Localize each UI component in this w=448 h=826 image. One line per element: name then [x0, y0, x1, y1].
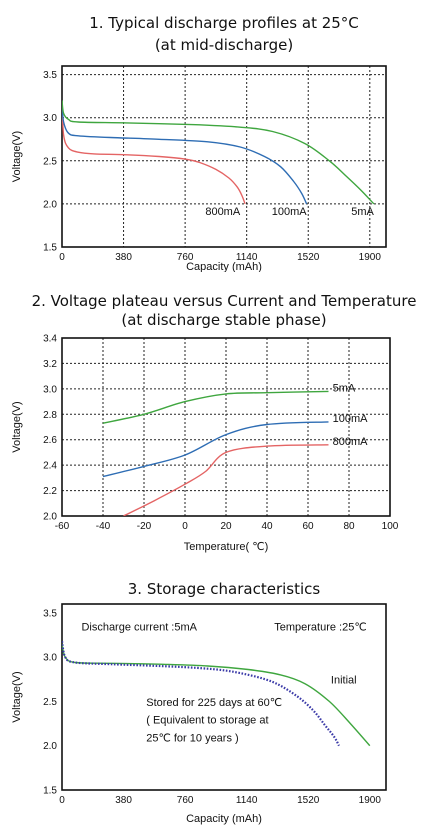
x-axis-label: Capacity (mAh) [186, 813, 262, 825]
x-tick-label: 1520 [297, 795, 320, 806]
y-tick-label: 2.6 [43, 435, 57, 446]
plot-frame [61, 65, 387, 248]
x-tick-label: 760 [177, 795, 194, 806]
x-tick-label: 80 [343, 521, 355, 532]
chart-title-line: (at discharge stable phase) [121, 311, 326, 329]
series-line-100ma [62, 104, 308, 205]
x-tick-label: 100 [382, 521, 399, 532]
chart-panel-storage: 3. Storage characteristics 0 380 760 1140 152… [0, 576, 448, 826]
x-tick-label: -40 [96, 521, 111, 532]
x-tick-label: 380 [115, 795, 132, 806]
chart-title-line: 3. Storage characteristics [128, 580, 321, 598]
annotation-label: Stored for 225 days at 60℃ [146, 697, 282, 709]
annotation-label: 5mA [333, 382, 356, 394]
chart-title-line: (at mid-discharge) [155, 36, 293, 54]
y-tick-label: 3.0 [43, 384, 57, 395]
chart-panel-discharge-profiles: 1. Typical discharge profiles at 25°C (at… [0, 0, 448, 272]
y-tick-label: 3.2 [43, 359, 57, 370]
annotation-label: 5mA [351, 206, 374, 218]
x-axis-label: Capacity (mAh) [186, 261, 262, 272]
annotation-label: ( Equivalent to storage at [146, 715, 268, 727]
series-line-800ma [123, 444, 329, 516]
y-tick-label: 2.8 [43, 410, 57, 421]
x-axis-label: Temperature( ℃) [184, 541, 269, 553]
x-tick-label: 380 [115, 252, 132, 263]
y-tick-label: 1.5 [43, 243, 57, 254]
y-tick-label: 3.4 [43, 334, 57, 345]
annotation-label: 100mA [333, 413, 369, 425]
plot-frame [61, 603, 387, 791]
x-tick-label: -60 [55, 521, 70, 532]
annotation-label: Temperature :25℃ [274, 622, 366, 634]
x-tick-label: 1140 [236, 252, 258, 263]
annotation-label: 25℃ for 10 years ) [146, 732, 238, 744]
y-tick-label: 2.5 [43, 156, 57, 167]
y-tick-label: 1.5 [43, 786, 57, 797]
y-tick-label: 3.0 [43, 653, 57, 664]
storage-characteristics-chart: 3. Storage characteristics 0 380 760 1140 152… [11, 580, 387, 825]
series-line-stored-for-225-days-at-60- [62, 641, 340, 747]
annotation-label: 800mA [205, 206, 241, 218]
y-tick-label: 3.5 [43, 70, 57, 81]
y-axis-label: Voltage(V) [11, 671, 23, 722]
annotation-label: Initial [331, 675, 357, 687]
y-tick-label: 3.5 [43, 608, 57, 619]
y-tick-label: 2.2 [43, 486, 57, 497]
y-tick-label: 2.0 [43, 512, 57, 523]
series-line-5ma [62, 100, 375, 205]
series-line-800ma [62, 102, 246, 205]
x-tick-label: 1900 [359, 252, 382, 263]
chart-title-line: 2. Voltage plateau versus Current and Te… [32, 292, 417, 310]
chart-title-line: 1. Typical discharge profiles at 25°C [89, 14, 359, 32]
x-tick-label: 60 [302, 521, 314, 532]
x-tick-label: -20 [137, 521, 152, 532]
plot-frame [61, 337, 391, 517]
y-tick-label: 2.5 [43, 697, 57, 708]
y-tick-label: 2.0 [43, 199, 57, 210]
chart-panel-voltage-plateau: 2. Voltage plateau versus Current and Te… [0, 286, 448, 568]
x-tick-label: 40 [261, 521, 273, 532]
x-tick-label: 0 [182, 521, 188, 532]
y-axis-label: Voltage(V) [11, 131, 23, 182]
y-tick-label: 2.4 [43, 461, 57, 472]
x-tick-label: 1900 [359, 795, 382, 806]
series-line-100ma [102, 421, 329, 478]
series-line-5ma [102, 390, 329, 424]
voltage-plateau-chart: 2. Voltage plateau versus Current and Te… [11, 292, 417, 553]
annotation-label: 800mA [333, 436, 369, 448]
x-tick-label: 0 [59, 252, 65, 263]
x-tick-label: 1520 [297, 252, 320, 263]
x-tick-label: 1140 [236, 795, 258, 806]
annotation-label: 100mA [272, 206, 308, 218]
y-axis-label: Voltage(V) [11, 401, 23, 452]
series-line-initial [62, 643, 371, 747]
discharge-profiles-chart: 1. Typical discharge profiles at 25°C (at… [11, 14, 387, 272]
x-tick-label: 0 [59, 795, 65, 806]
x-tick-label: 760 [177, 252, 194, 263]
y-tick-label: 2.0 [43, 741, 57, 752]
annotation-label: Discharge current :5mA [81, 622, 197, 634]
y-tick-label: 3.0 [43, 113, 57, 124]
x-tick-label: 20 [220, 521, 232, 532]
